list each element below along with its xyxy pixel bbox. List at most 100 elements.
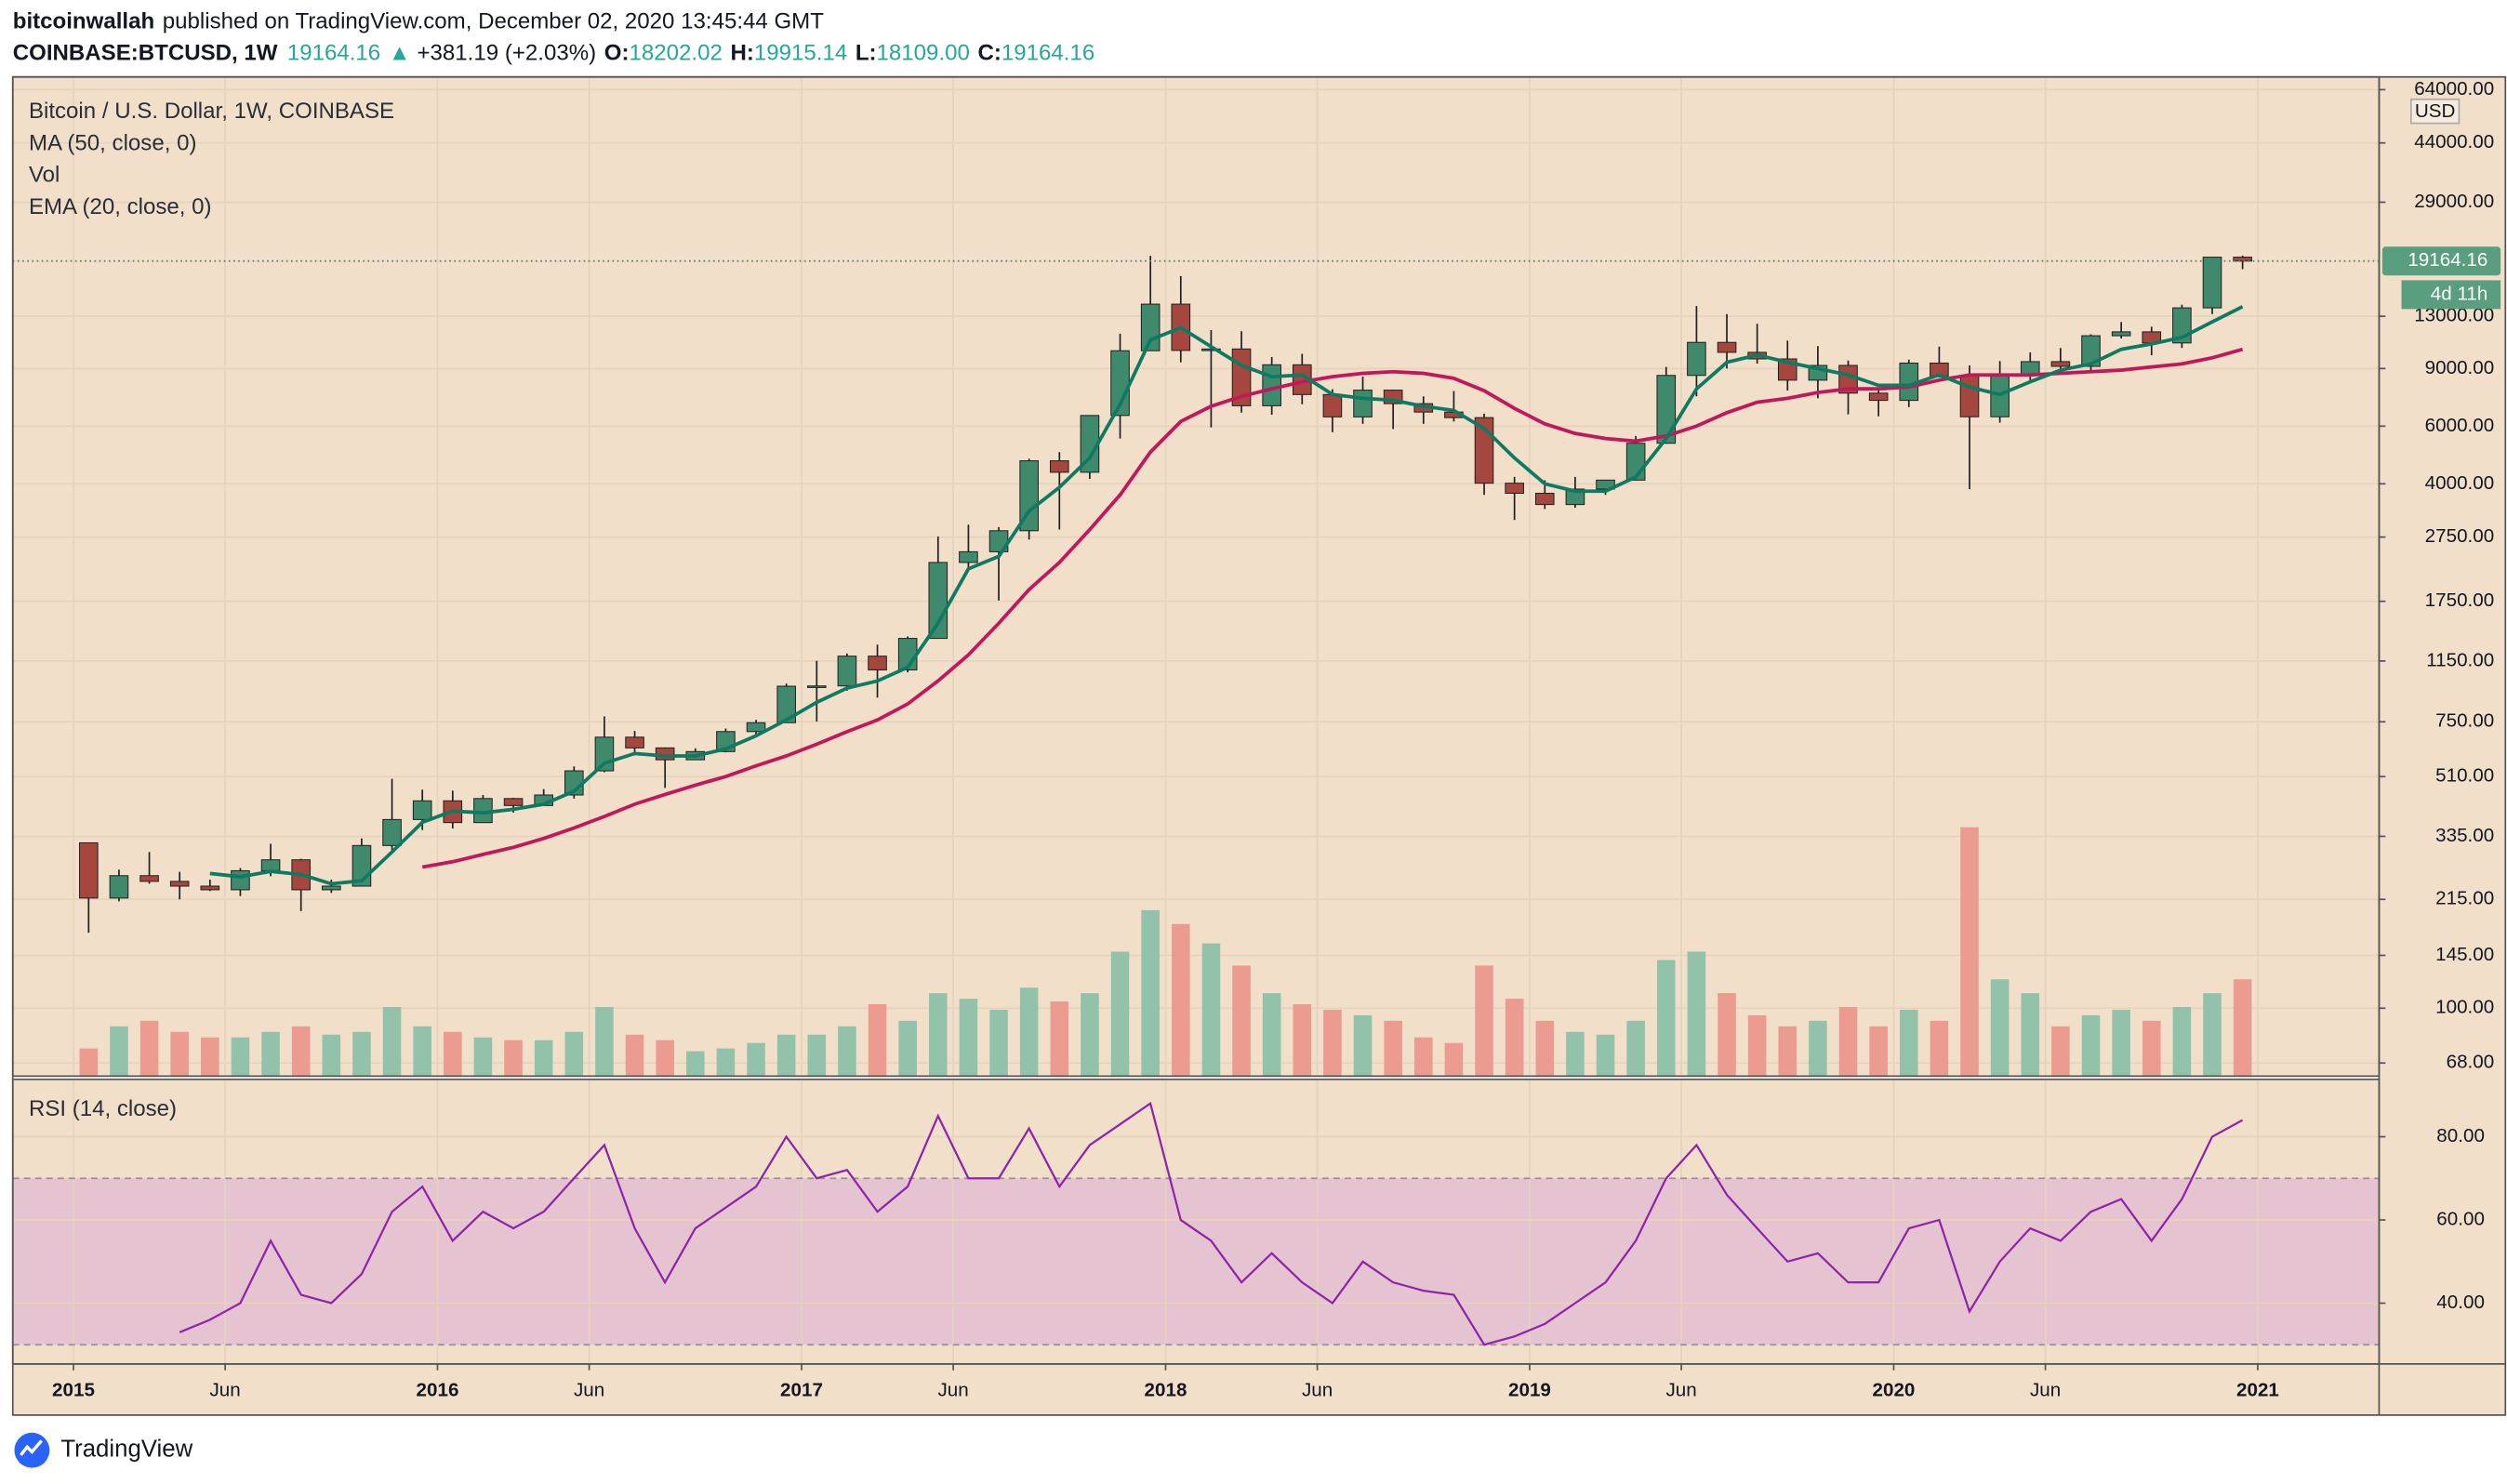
y-tick-label: 335.00 — [2435, 825, 2494, 846]
y-tick-label: 1750.00 — [2425, 590, 2495, 611]
publish-line: bitcoinwallah published on TradingView.co… — [13, 9, 824, 34]
volume-bar — [1687, 951, 1706, 1077]
volume-bar — [1930, 1020, 1949, 1077]
volume-bar — [79, 1048, 99, 1077]
volume-bar — [1293, 1004, 1312, 1077]
volume-bar — [1141, 909, 1160, 1077]
volume-bar — [1718, 993, 1736, 1077]
volume-bar — [2112, 1009, 2130, 1077]
volume-bar — [2203, 993, 2222, 1077]
volume-bar — [444, 1031, 462, 1077]
publisher: bitcoinwallah — [13, 9, 154, 34]
volume-bar — [413, 1026, 431, 1077]
last-price-label: 19164.16 — [2408, 249, 2487, 271]
volume-bar — [201, 1037, 219, 1077]
legend-title: Bitcoin / U.S. Dollar, 1W, COINBASE — [29, 99, 394, 124]
currency: USD — [2415, 100, 2456, 122]
y-tick-label: 13000.00 — [2414, 305, 2494, 326]
volume-bar — [989, 1009, 1008, 1077]
volume-bar — [1626, 1020, 1645, 1077]
candle-body — [2050, 361, 2071, 367]
candle-body — [79, 841, 99, 899]
volume-bar — [291, 1026, 311, 1077]
candle-body — [837, 656, 857, 687]
candle-body — [200, 885, 220, 891]
candle-body — [260, 859, 281, 871]
volume-bar — [1869, 1026, 1888, 1077]
volume-bar — [2172, 1006, 2192, 1077]
y-tick-label: 40.00 — [2436, 1292, 2485, 1313]
y-tick-label: 29000.00 — [2414, 191, 2494, 212]
candle-body — [1201, 348, 1221, 351]
published: published on TradingView.com, December 0… — [163, 9, 824, 34]
y-tick-label: 1150.00 — [2426, 649, 2494, 670]
volume-bar — [473, 1037, 493, 1077]
volume-bar — [868, 1004, 887, 1077]
countdown-box — [2401, 280, 2501, 310]
y-tick-label: 80.00 — [2436, 1125, 2485, 1146]
candle-body — [625, 736, 644, 749]
volume-bar — [1201, 943, 1221, 1077]
ohlc-label: L: — [856, 41, 877, 66]
legend-item: RSI (14, close) — [29, 1096, 177, 1121]
y-tick-label: 510.00 — [2435, 765, 2494, 787]
volume-bar — [1778, 1026, 1797, 1077]
candle-body — [322, 885, 341, 891]
volume-bar — [625, 1034, 644, 1077]
x-tick-label: 2021 — [2236, 1380, 2279, 1401]
y-tick-label: 44000.00 — [2414, 131, 2494, 152]
volume-bar — [382, 1006, 402, 1077]
candle-body — [169, 881, 190, 887]
y-tick-label: 64000.00 — [2414, 78, 2494, 99]
logo-mark — [20, 1439, 44, 1456]
volume-bar — [807, 1034, 827, 1077]
y-tick-label: 68.00 — [2447, 1052, 2495, 1073]
x-tick-label: Jun — [2030, 1380, 2061, 1401]
volume-bar — [504, 1040, 523, 1077]
candle-body — [1717, 341, 1737, 353]
arrow: ▲ — [389, 41, 411, 66]
price-pane — [12, 76, 2380, 1077]
plot-area: 2015 Jun 2016 Jun 2017 Jun 2018 Jun 2019 Jun 2020 J… — [11, 75, 2507, 1416]
volume-bar — [776, 1034, 796, 1077]
candle-body — [928, 562, 948, 640]
candle-body — [1687, 341, 1706, 377]
volume-bar — [1172, 923, 1190, 1077]
rsi-band — [12, 1178, 2380, 1345]
y-tick-label: 60.00 — [2436, 1208, 2485, 1229]
legend-item: MA (50, close, 0) — [29, 130, 197, 155]
volume-bar — [1050, 1001, 1069, 1077]
volume-bar — [1475, 965, 1493, 1077]
indicator-line — [209, 305, 2244, 886]
countdown: 4d 11h — [2431, 283, 2488, 304]
volume-bar — [1809, 1020, 1827, 1077]
y-tick-label: 750.00 — [2435, 710, 2494, 732]
volume-bar — [686, 1051, 705, 1077]
x-tick-label: Jun — [209, 1380, 240, 1401]
candle-body — [231, 869, 250, 891]
volume-bar — [929, 993, 948, 1077]
candle-body — [1019, 460, 1039, 532]
candle-body — [594, 736, 615, 772]
volume-bar — [170, 1031, 189, 1077]
candle-body — [2111, 331, 2131, 337]
volume-bar — [2021, 993, 2040, 1077]
candle-body — [1322, 393, 1343, 417]
volume-bar — [2051, 1026, 2070, 1077]
volume-bar — [1232, 965, 1251, 1077]
y-tick-label: 145.00 — [2435, 944, 2494, 965]
volume-bar — [2081, 1014, 2101, 1077]
currency-box — [2409, 98, 2461, 125]
candle-body — [1262, 364, 1281, 406]
volume-bar — [716, 1048, 736, 1077]
volume-bar — [1110, 951, 1130, 1077]
ohlc-value: 19164.16 — [1001, 41, 1094, 66]
rsi-line — [179, 1101, 2244, 1346]
candle-body — [1656, 375, 1677, 444]
volume-bar — [1596, 1034, 1615, 1077]
x-tick-label: 2016 — [417, 1380, 459, 1401]
candle-body — [1868, 392, 1889, 402]
candle-body — [2233, 257, 2252, 262]
y-tick-label: 4000.00 — [2425, 472, 2495, 494]
